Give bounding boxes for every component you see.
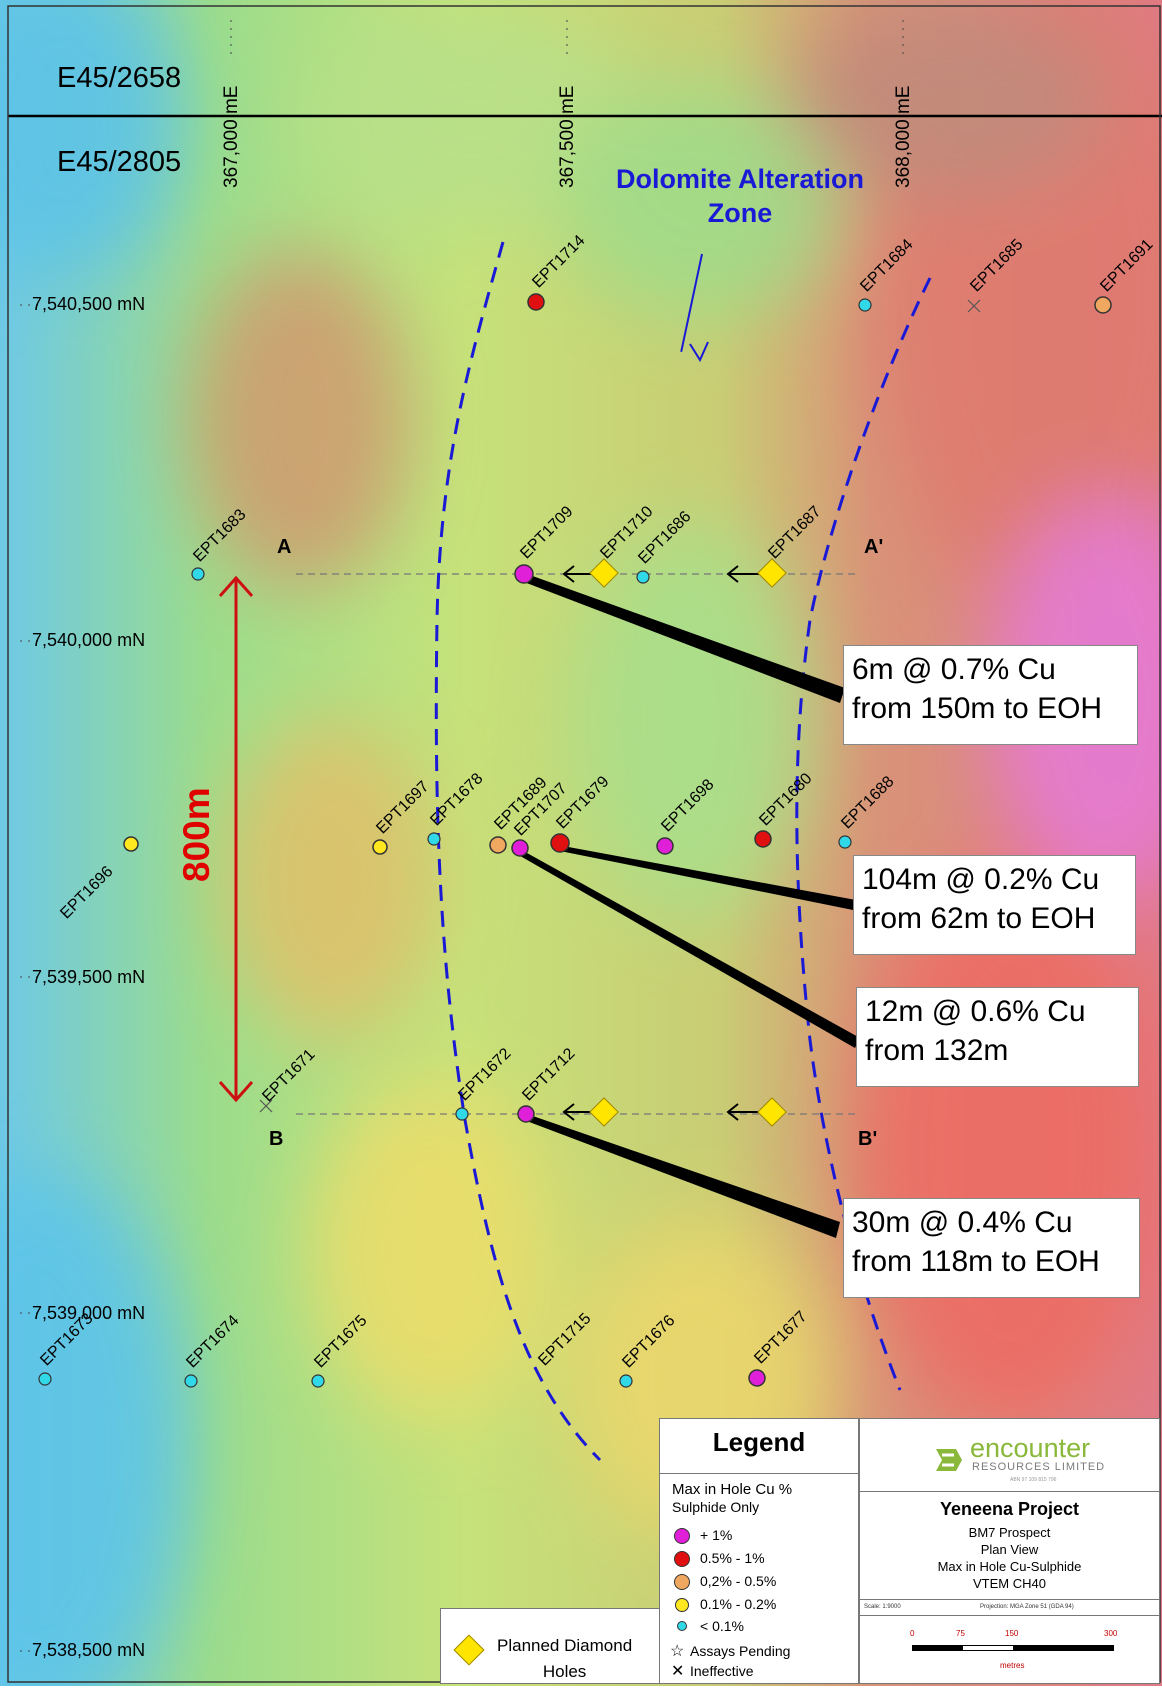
scale-tick-75: 75 (956, 1629, 965, 1638)
legend-subheading: Sulphide Only (672, 1499, 760, 1515)
scale-unit: metres (1000, 1661, 1025, 1670)
legend-divider (660, 1473, 858, 1474)
title-line-metric: Max in Hole Cu-Sulphide (937, 1559, 1082, 1574)
legend-label-0.1-0.2pct: 0.1% - 0.2% (700, 1596, 777, 1612)
section-a-label: A (277, 536, 292, 558)
planned-holes-text: Planned Diamond Holes (497, 1633, 632, 1685)
title-divider-3 (860, 1615, 1159, 1616)
northing-label-7540500: 7,540,500 mN (32, 294, 146, 314)
intercept-1-line2: from 150m to EOH (852, 692, 1103, 725)
project-title: Yeneena Project (939, 1499, 1080, 1519)
logo-wordmark: encounter (970, 1433, 1091, 1463)
legend-swatch-0.1-0.2pct (675, 1598, 689, 1612)
scale-ratio: Scale: 1:9000 (864, 1604, 901, 1610)
legend-swatch-lt-0.1pct (677, 1621, 687, 1631)
intercept-box-ept1679: 104m @ 0.2% Cu from 62m to EOH (853, 855, 1136, 955)
intercept-2-line1: 104m @ 0.2% Cu (862, 863, 1100, 896)
logo-abn: ABN 97 109 815 796 (1010, 1477, 1057, 1483)
intercept-box-ept1709: 6m @ 0.7% Cu from 150m to EOH (843, 645, 1138, 745)
section-b-label: B (269, 1128, 284, 1150)
scale-tick-300: 300 (1104, 1629, 1118, 1638)
planned-holes-line1: Planned Diamond (497, 1636, 633, 1655)
tenement-north-label: E45/2658 (57, 62, 182, 94)
title-line-prospect: BM7 Prospect (968, 1525, 1051, 1540)
legend-swatch-1pct (674, 1528, 690, 1544)
easting-label-367000: 367,000 mE (221, 85, 242, 188)
northing-label-7538500: 7,538,500 mN (32, 1640, 146, 1660)
dolomite-zone-label: Dolomite Alteration Zone (600, 162, 880, 230)
planned-holes-line2: Holes (542, 1662, 587, 1681)
distance-800m-label: 800m (176, 787, 217, 882)
encounter-logo-icon (936, 1449, 962, 1471)
planned-holes-legend: Planned Diamond Holes (440, 1608, 660, 1684)
legend-heading: Max in Hole Cu % (672, 1481, 793, 1498)
easting-label-368000: 368,000 mE (893, 85, 914, 188)
dolomite-zone-line1: Dolomite Alteration (615, 164, 864, 194)
intercept-4-line2: from 118m to EOH (852, 1245, 1100, 1278)
title-line-channel: VTEM CH40 (973, 1576, 1046, 1591)
title-divider-1 (860, 1491, 1159, 1492)
title-block: encounter RESOURCES LIMITED ABN 97 109 8… (859, 1418, 1160, 1684)
northing-label-7539000: 7,539,000 mN (32, 1303, 146, 1323)
legend-swatch-0.2-0.5pct (674, 1574, 690, 1590)
legend-label-0.2-0.5pct: 0,2% - 0.5% (700, 1573, 777, 1589)
intercept-3-line1: 12m @ 0.6% Cu (865, 995, 1086, 1028)
legend-assays-pending: Assays Pending (690, 1643, 791, 1659)
drillhole-markers (38, 293, 1112, 1388)
cross-icon: ✕ (671, 1663, 685, 1680)
star-icon: ☆ (670, 1643, 685, 1660)
intercept-box-ept1712: 30m @ 0.4% Cu from 118m to EOH (843, 1198, 1140, 1298)
section-b-prime-label: B' (858, 1128, 878, 1150)
intercept-1-line1: 6m @ 0.7% Cu (852, 653, 1056, 686)
scale-tick-150: 150 (1005, 1629, 1019, 1638)
title-divider-2 (860, 1599, 1159, 1600)
logo-subtitle: RESOURCES LIMITED (972, 1461, 1106, 1473)
scale-bar (912, 1645, 1114, 1651)
title-line-view: Plan View (980, 1542, 1039, 1557)
legend-label-0.5-1pct: 0.5% - 1% (700, 1550, 765, 1566)
tenement-south-label: E45/2805 (57, 146, 182, 178)
dolomite-zone-line2: Zone (707, 198, 773, 228)
northing-label-7539500: 7,539,500 mN (32, 967, 146, 987)
scale-tick-0: 0 (910, 1629, 915, 1638)
section-a-prime-label: A' (864, 536, 884, 558)
diamond-icon (453, 1634, 485, 1666)
legend-panel: Legend Max in Hole Cu % Sulphide Only + … (659, 1418, 859, 1684)
intercept-3-line2: from 132m (865, 1034, 1009, 1067)
intercept-box-ept1707: 12m @ 0.6% Cu from 132m (856, 987, 1139, 1087)
legend-label-lt-0.1pct: < 0.1% (700, 1618, 744, 1634)
northing-label-7540000: 7,540,000 mN (32, 630, 146, 650)
legend-title: Legend (712, 1427, 806, 1457)
intercept-2-line2: from 62m to EOH (862, 902, 1096, 935)
legend-swatch-0.5-1pct (674, 1551, 690, 1567)
easting-label-367500: 367,500 mE (557, 85, 578, 188)
legend-label-1pct: + 1% (700, 1527, 733, 1543)
legend-ineffective: Ineffective (690, 1663, 754, 1679)
intercept-4-line1: 30m @ 0.4% Cu (852, 1206, 1073, 1239)
projection-text: Projection: MGA Zone 51 (GDA 94) (980, 1604, 1074, 1610)
